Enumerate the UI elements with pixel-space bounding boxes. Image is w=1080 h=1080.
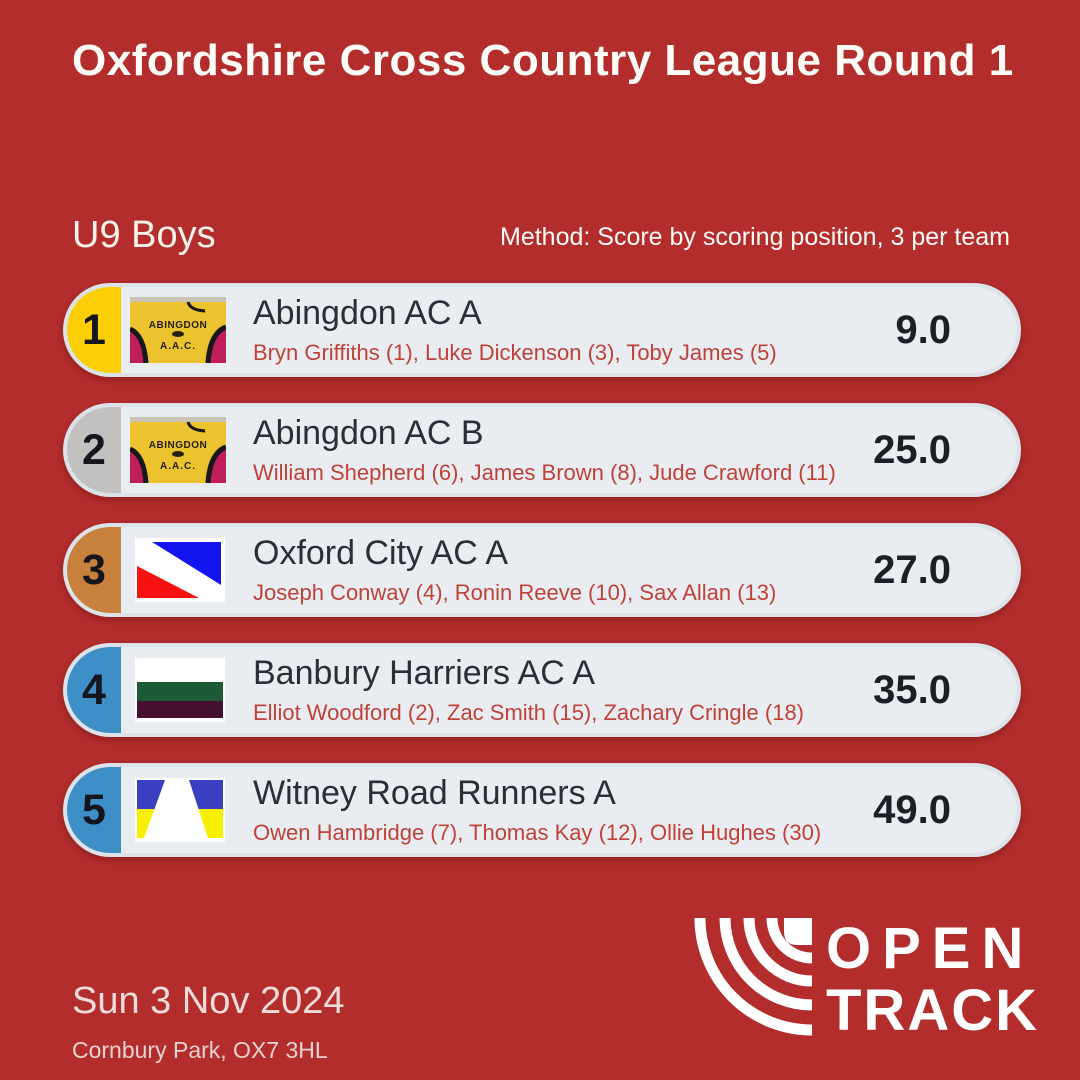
witney-road-runners-kit-icon	[135, 778, 225, 842]
results-list: 1 ABINGDON A.A.C.	[63, 283, 1021, 857]
logo-word-track: TRACK	[826, 978, 1039, 1043]
team-name: Oxford City AC A	[253, 534, 509, 573]
athletes-list: Elliot Woodford (2), Zac Smith (15), Zac…	[253, 699, 804, 725]
team-name: Witney Road Runners A	[253, 774, 616, 813]
oxford-city-kit-icon	[135, 538, 225, 602]
team-info: Abingdon AC B William Shepherd (6), Jame…	[253, 414, 873, 485]
team-kit: ABINGDON A.A.C.	[130, 777, 226, 843]
team-kit: ABINGDON A.A.C.	[130, 537, 226, 603]
result-row: 3 ABINGDON A.A.C.	[63, 523, 1021, 617]
result-row: 2 ABINGDON A.A.C.	[63, 403, 1021, 497]
team-info: Oxford City AC A Joseph Conway (4), Roni…	[253, 534, 873, 605]
position-badge: 1	[67, 287, 121, 373]
opentrack-logo: OPEN TRACK	[688, 918, 1039, 1042]
svg-text:ABINGDON: ABINGDON	[149, 320, 207, 331]
event-venue: Cornbury Park, OX7 3HL	[72, 1037, 328, 1063]
team-score: 9.0	[895, 307, 951, 352]
team-score: 25.0	[873, 427, 951, 472]
svg-text:ABINGDON: ABINGDON	[149, 440, 207, 451]
position-badge: 4	[67, 647, 121, 733]
position-badge: 3	[67, 527, 121, 613]
team-info: Banbury Harriers AC A Elliot Woodford (2…	[253, 654, 873, 725]
abingdon-kit-icon: ABINGDON A.A.C.	[130, 417, 226, 483]
section-header: U9 Boys Method: Score by scoring positio…	[72, 214, 1010, 257]
banbury-harriers-kit-icon	[135, 658, 225, 722]
page-title: Oxfordshire Cross Country League Round 1	[72, 36, 1014, 85]
team-kit: ABINGDON A.A.C.	[130, 657, 226, 723]
team-name: Abingdon AC B	[253, 414, 484, 453]
svg-text:A.A.C.: A.A.C.	[160, 461, 196, 472]
team-name: Banbury Harriers AC A	[253, 654, 596, 693]
athletes-list: Owen Hambridge (7), Thomas Kay (12), Oll…	[253, 819, 822, 845]
team-score: 35.0	[873, 667, 951, 712]
team-score: 49.0	[873, 787, 951, 832]
age-category-label: U9 Boys	[72, 214, 216, 256]
position-badge: 5	[67, 767, 121, 853]
abingdon-kit-icon: ABINGDON A.A.C.	[130, 297, 226, 363]
opentrack-wordmark: OPEN TRACK	[826, 918, 1039, 1042]
result-row: 5 ABINGDON A.A.C.	[63, 763, 1021, 857]
logo-word-open: OPEN	[826, 916, 1035, 981]
team-kit: ABINGDON A.A.C.	[130, 297, 226, 363]
event-date: Sun 3 Nov 2024	[72, 980, 345, 1022]
team-info: Witney Road Runners A Owen Hambridge (7)…	[253, 774, 873, 845]
opentrack-arcs-icon	[694, 918, 813, 1036]
svg-text:A.A.C.: A.A.C.	[160, 341, 196, 352]
athletes-list: William Shepherd (6), James Brown (8), J…	[253, 459, 836, 485]
team-score: 27.0	[873, 547, 951, 592]
result-row: 4 ABINGDON A.A.C.	[63, 643, 1021, 737]
scoring-method-label: Method: Score by scoring position, 3 per…	[500, 223, 1010, 251]
athletes-list: Bryn Griffiths (1), Luke Dickenson (3), …	[253, 339, 777, 365]
result-row: 1 ABINGDON A.A.C.	[63, 283, 1021, 377]
team-info: Abingdon AC A Bryn Griffiths (1), Luke D…	[253, 294, 895, 365]
position-badge: 2	[67, 407, 121, 493]
team-kit: ABINGDON A.A.C.	[130, 417, 226, 483]
team-name: Abingdon AC A	[253, 294, 482, 333]
athletes-list: Joseph Conway (4), Ronin Reeve (10), Sax…	[253, 579, 777, 605]
